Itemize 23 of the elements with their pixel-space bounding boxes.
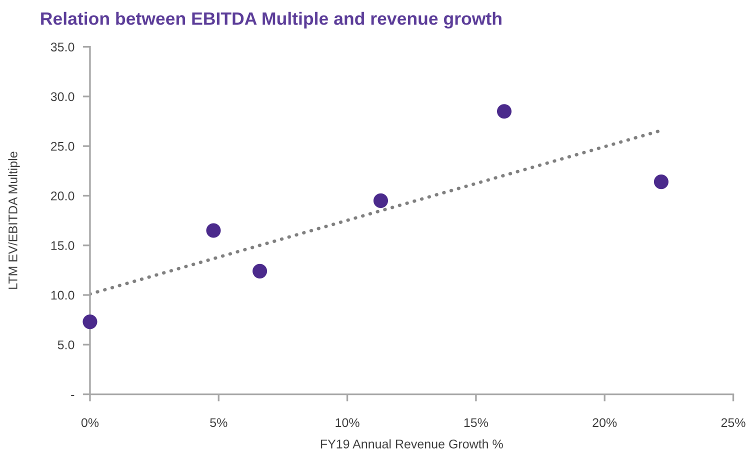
y-tick-label: 20.0 (51, 192, 74, 200)
point (206, 223, 221, 238)
y-tick-label: 35.0 (50, 42, 74, 52)
point (252, 264, 268, 278)
x-tick-label: 15% (464, 418, 488, 428)
point (373, 193, 388, 208)
y-axis-title: LTM EV/EBITDA Multiple (8, 152, 20, 289)
point (496, 104, 512, 119)
y-tick-label: 25.0 (51, 142, 74, 151)
chart-title: Relation between EBITDA Multiple and revenue growth (41, 12, 502, 29)
y-tick-label: 5.0 (58, 340, 74, 350)
x-tick-label: 0% (81, 418, 99, 428)
y-tick-label: 15.0 (51, 241, 74, 250)
x-tick-label: 20% (592, 418, 617, 428)
x-tick-label: 5% (210, 418, 228, 428)
y-tick-label: 30.0 (50, 92, 74, 102)
x-tick-label: 10% (336, 418, 360, 428)
x-axis-title: FY19 Annual Revenue Growth % (320, 439, 503, 448)
y-tick-label: 10.0 (51, 290, 74, 300)
y-tick-label: - (71, 395, 74, 396)
x-tick-label: 25% (721, 418, 746, 428)
point (82, 314, 98, 330)
point (654, 174, 669, 190)
